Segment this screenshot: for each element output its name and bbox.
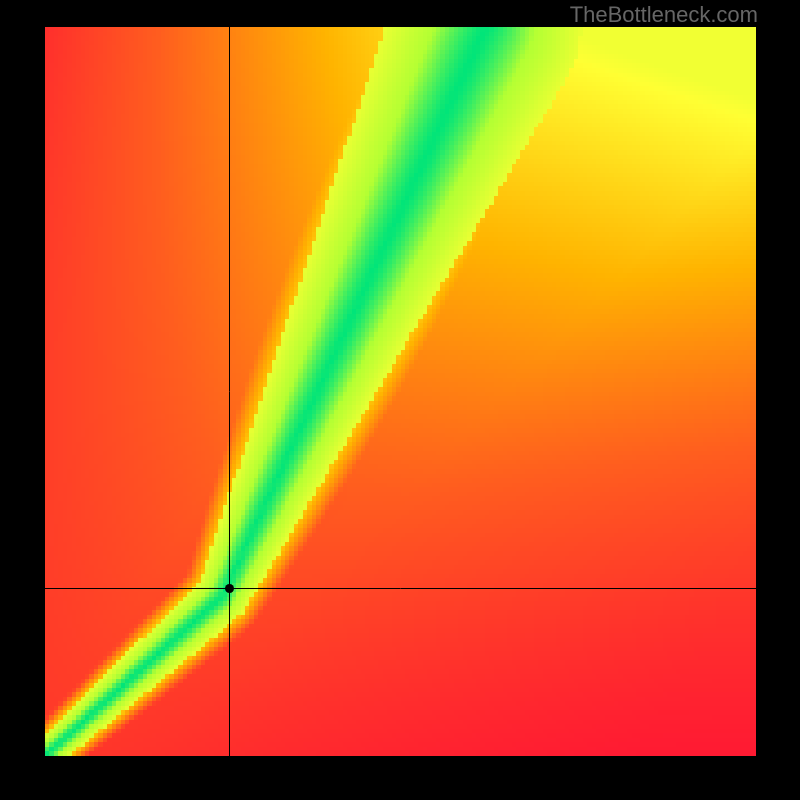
chart-container: TheBottleneck.com xyxy=(0,0,800,800)
bottleneck-heatmap xyxy=(45,27,756,756)
watermark-text: TheBottleneck.com xyxy=(570,2,758,28)
